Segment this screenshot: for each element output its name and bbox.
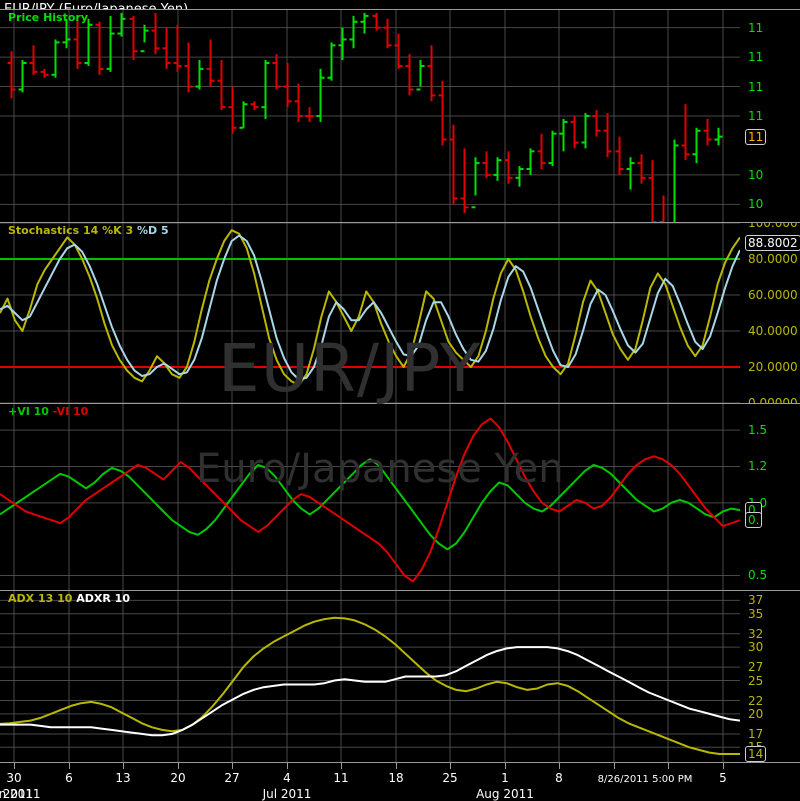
panel-stochastics[interactable]: Stochastics 14 %K 3 %D 5 xyxy=(0,223,740,403)
plot-price xyxy=(0,10,740,222)
axis-label: 11 xyxy=(748,109,764,123)
panel-separator xyxy=(0,222,800,223)
panel-separator xyxy=(0,762,800,763)
x-axis-month-label: Aug 2011 xyxy=(476,787,534,801)
x-axis-tick xyxy=(668,762,669,769)
x-axis-day-label: 5 xyxy=(719,771,727,785)
x-axis-day-label: 13 xyxy=(115,771,131,785)
x-axis-day-label: 11 xyxy=(333,771,349,785)
x-axis-tick xyxy=(69,762,70,769)
current-value-box: 11 xyxy=(745,128,767,145)
crosshair-timestamp: 8/26/2011 5:00 PM xyxy=(597,774,693,785)
axis-label: 60.0000 xyxy=(748,288,798,302)
axis-label: 30 xyxy=(748,640,764,655)
panel-title-vortex: +VI 10 -VI 10 xyxy=(8,405,88,418)
x-axis-tick xyxy=(287,762,288,769)
current-value-box: 0. xyxy=(745,512,763,529)
x-axis-day-label: 1 xyxy=(501,771,509,785)
axis-label: 11 xyxy=(748,50,764,65)
x-axis-tick xyxy=(396,762,397,769)
axis-label: 80.0000 xyxy=(748,252,798,266)
axis-label: 22 xyxy=(748,693,764,708)
panel-separator xyxy=(0,9,800,10)
x-axis-tick xyxy=(450,762,451,769)
panel-title-part-0: Price History xyxy=(8,11,89,24)
panel-title-part-1: -VI 10 xyxy=(52,405,89,418)
axis-label: 40.0000 xyxy=(748,324,798,338)
panel-adx[interactable]: ADX 13 10 ADXR 10 xyxy=(0,591,740,762)
panel-title-part-1: %D 5 xyxy=(136,224,169,237)
x-axis-day-label: 30 xyxy=(6,771,22,785)
axis-label: 27 xyxy=(748,660,764,675)
x-axis-day-label: 4 xyxy=(283,771,291,785)
panel-price[interactable]: Price History xyxy=(0,10,740,222)
x-axis-month-label: Jul 2011 xyxy=(262,787,312,801)
axis-label: 20.0000 xyxy=(748,360,798,374)
panel-title-adx: ADX 13 10 ADXR 10 xyxy=(8,592,130,605)
x-axis-day-label: 20 xyxy=(170,771,186,785)
panel-separator xyxy=(0,590,800,591)
x-axis-day-label: 27 xyxy=(224,771,240,785)
axis-label: 32 xyxy=(748,626,764,641)
y-axis-stochastics[interactable]: 100.000 80.0000 60.0000 40.0000 20.0000 0.000… xyxy=(740,223,800,403)
axis-label: 17 xyxy=(748,726,764,741)
x-axis-day-label: 8 xyxy=(555,771,563,785)
x-axis-month-label: Jun 2011 xyxy=(0,787,41,801)
panel-title-price: Price History xyxy=(8,11,88,24)
x-axis-day-label: 25 xyxy=(442,771,458,785)
x-axis-year-label: 2011 xyxy=(2,787,34,801)
panel-separator xyxy=(0,403,800,404)
panel-title-stochastics: Stochastics 14 %K 3 %D 5 xyxy=(8,224,169,237)
x-axis-tick xyxy=(341,762,342,769)
axis-label: 0.5 xyxy=(748,568,768,583)
axis-label: 11 xyxy=(748,20,764,35)
y-axis-adx[interactable]: 3735323027252220171514 xyxy=(740,591,800,762)
x-axis-tick xyxy=(14,762,15,769)
current-value-box: 14 xyxy=(745,745,767,762)
y-axis-price[interactable]: 11 11 11 11 10 10 11 xyxy=(740,10,800,222)
current-value-box: 88.8002 xyxy=(745,235,800,252)
panel-title-part-1: ADXR 10 xyxy=(76,592,130,605)
x-axis-tick xyxy=(723,762,724,769)
axis-label: 37 xyxy=(748,593,764,608)
y-axis-vortex[interactable]: 1.51.21.00.50.0. xyxy=(740,404,800,590)
axis-label: 1.2 xyxy=(748,459,768,474)
axis-label: 35 xyxy=(748,606,764,621)
panel-title-part-0: Stochastics 14 %K 3 xyxy=(8,224,137,237)
x-axis-tick xyxy=(614,762,615,769)
x-axis-tick xyxy=(232,762,233,769)
x-axis-tick xyxy=(178,762,179,769)
x-axis-tick xyxy=(505,762,506,769)
axis-label: 10 xyxy=(748,167,764,182)
x-axis-day-label: 18 xyxy=(388,771,404,785)
plot-vortex xyxy=(0,404,740,590)
axis-label: 10 xyxy=(748,197,764,212)
axis-label: 20 xyxy=(748,706,764,721)
plot-stochastics xyxy=(0,223,740,403)
axis-label: 1.5 xyxy=(748,423,768,438)
x-axis-tick xyxy=(123,762,124,769)
x-axis[interactable]: 30 Jun 2011 6 13 20 27 4 Jul 2011 11 18 25 1 Aug 201… xyxy=(0,762,800,801)
axis-label: 11 xyxy=(748,79,764,94)
x-axis-day-label: 6 xyxy=(65,771,73,785)
axis-label: 0.00000 xyxy=(748,396,798,403)
panel-title-part-0: ADX 13 10 xyxy=(8,592,77,605)
x-axis-tick xyxy=(559,762,560,769)
plot-adx xyxy=(0,591,740,762)
axis-label: 25 xyxy=(748,673,764,688)
panel-title-part-0: +VI 10 xyxy=(8,405,53,418)
panel-vortex[interactable]: +VI 10 -VI 10 xyxy=(0,404,740,590)
axis-label: 100.000 xyxy=(748,223,798,230)
